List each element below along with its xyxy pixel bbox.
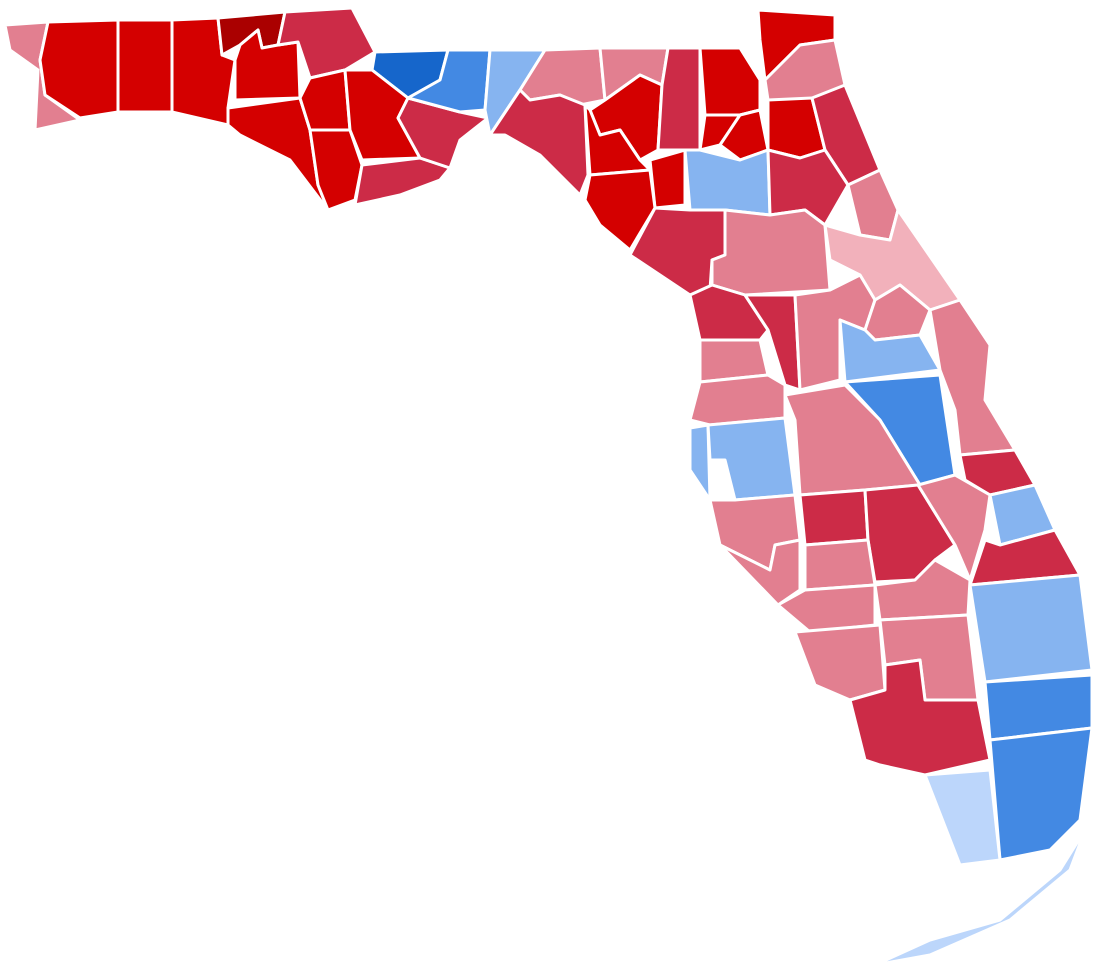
county: [846, 168, 900, 242]
county: [298, 68, 352, 132]
county: [848, 658, 992, 777]
county: [688, 373, 787, 427]
county: [688, 423, 712, 502]
county: [873, 828, 1087, 967]
county: [698, 46, 762, 117]
county: [488, 88, 590, 197]
county: [656, 46, 702, 152]
county: [583, 103, 652, 177]
county: [583, 168, 657, 252]
county: [776, 583, 877, 634]
county: [803, 538, 877, 592]
county: [116, 18, 174, 114]
county: [988, 726, 1094, 862]
county: [968, 573, 1094, 684]
county: [683, 148, 772, 217]
county: [743, 293, 802, 392]
county: [798, 488, 870, 547]
county: [793, 623, 887, 702]
county: [923, 768, 1002, 867]
county: [916, 473, 992, 582]
county: [710, 208, 832, 297]
county: [706, 416, 797, 502]
county: [353, 156, 452, 207]
